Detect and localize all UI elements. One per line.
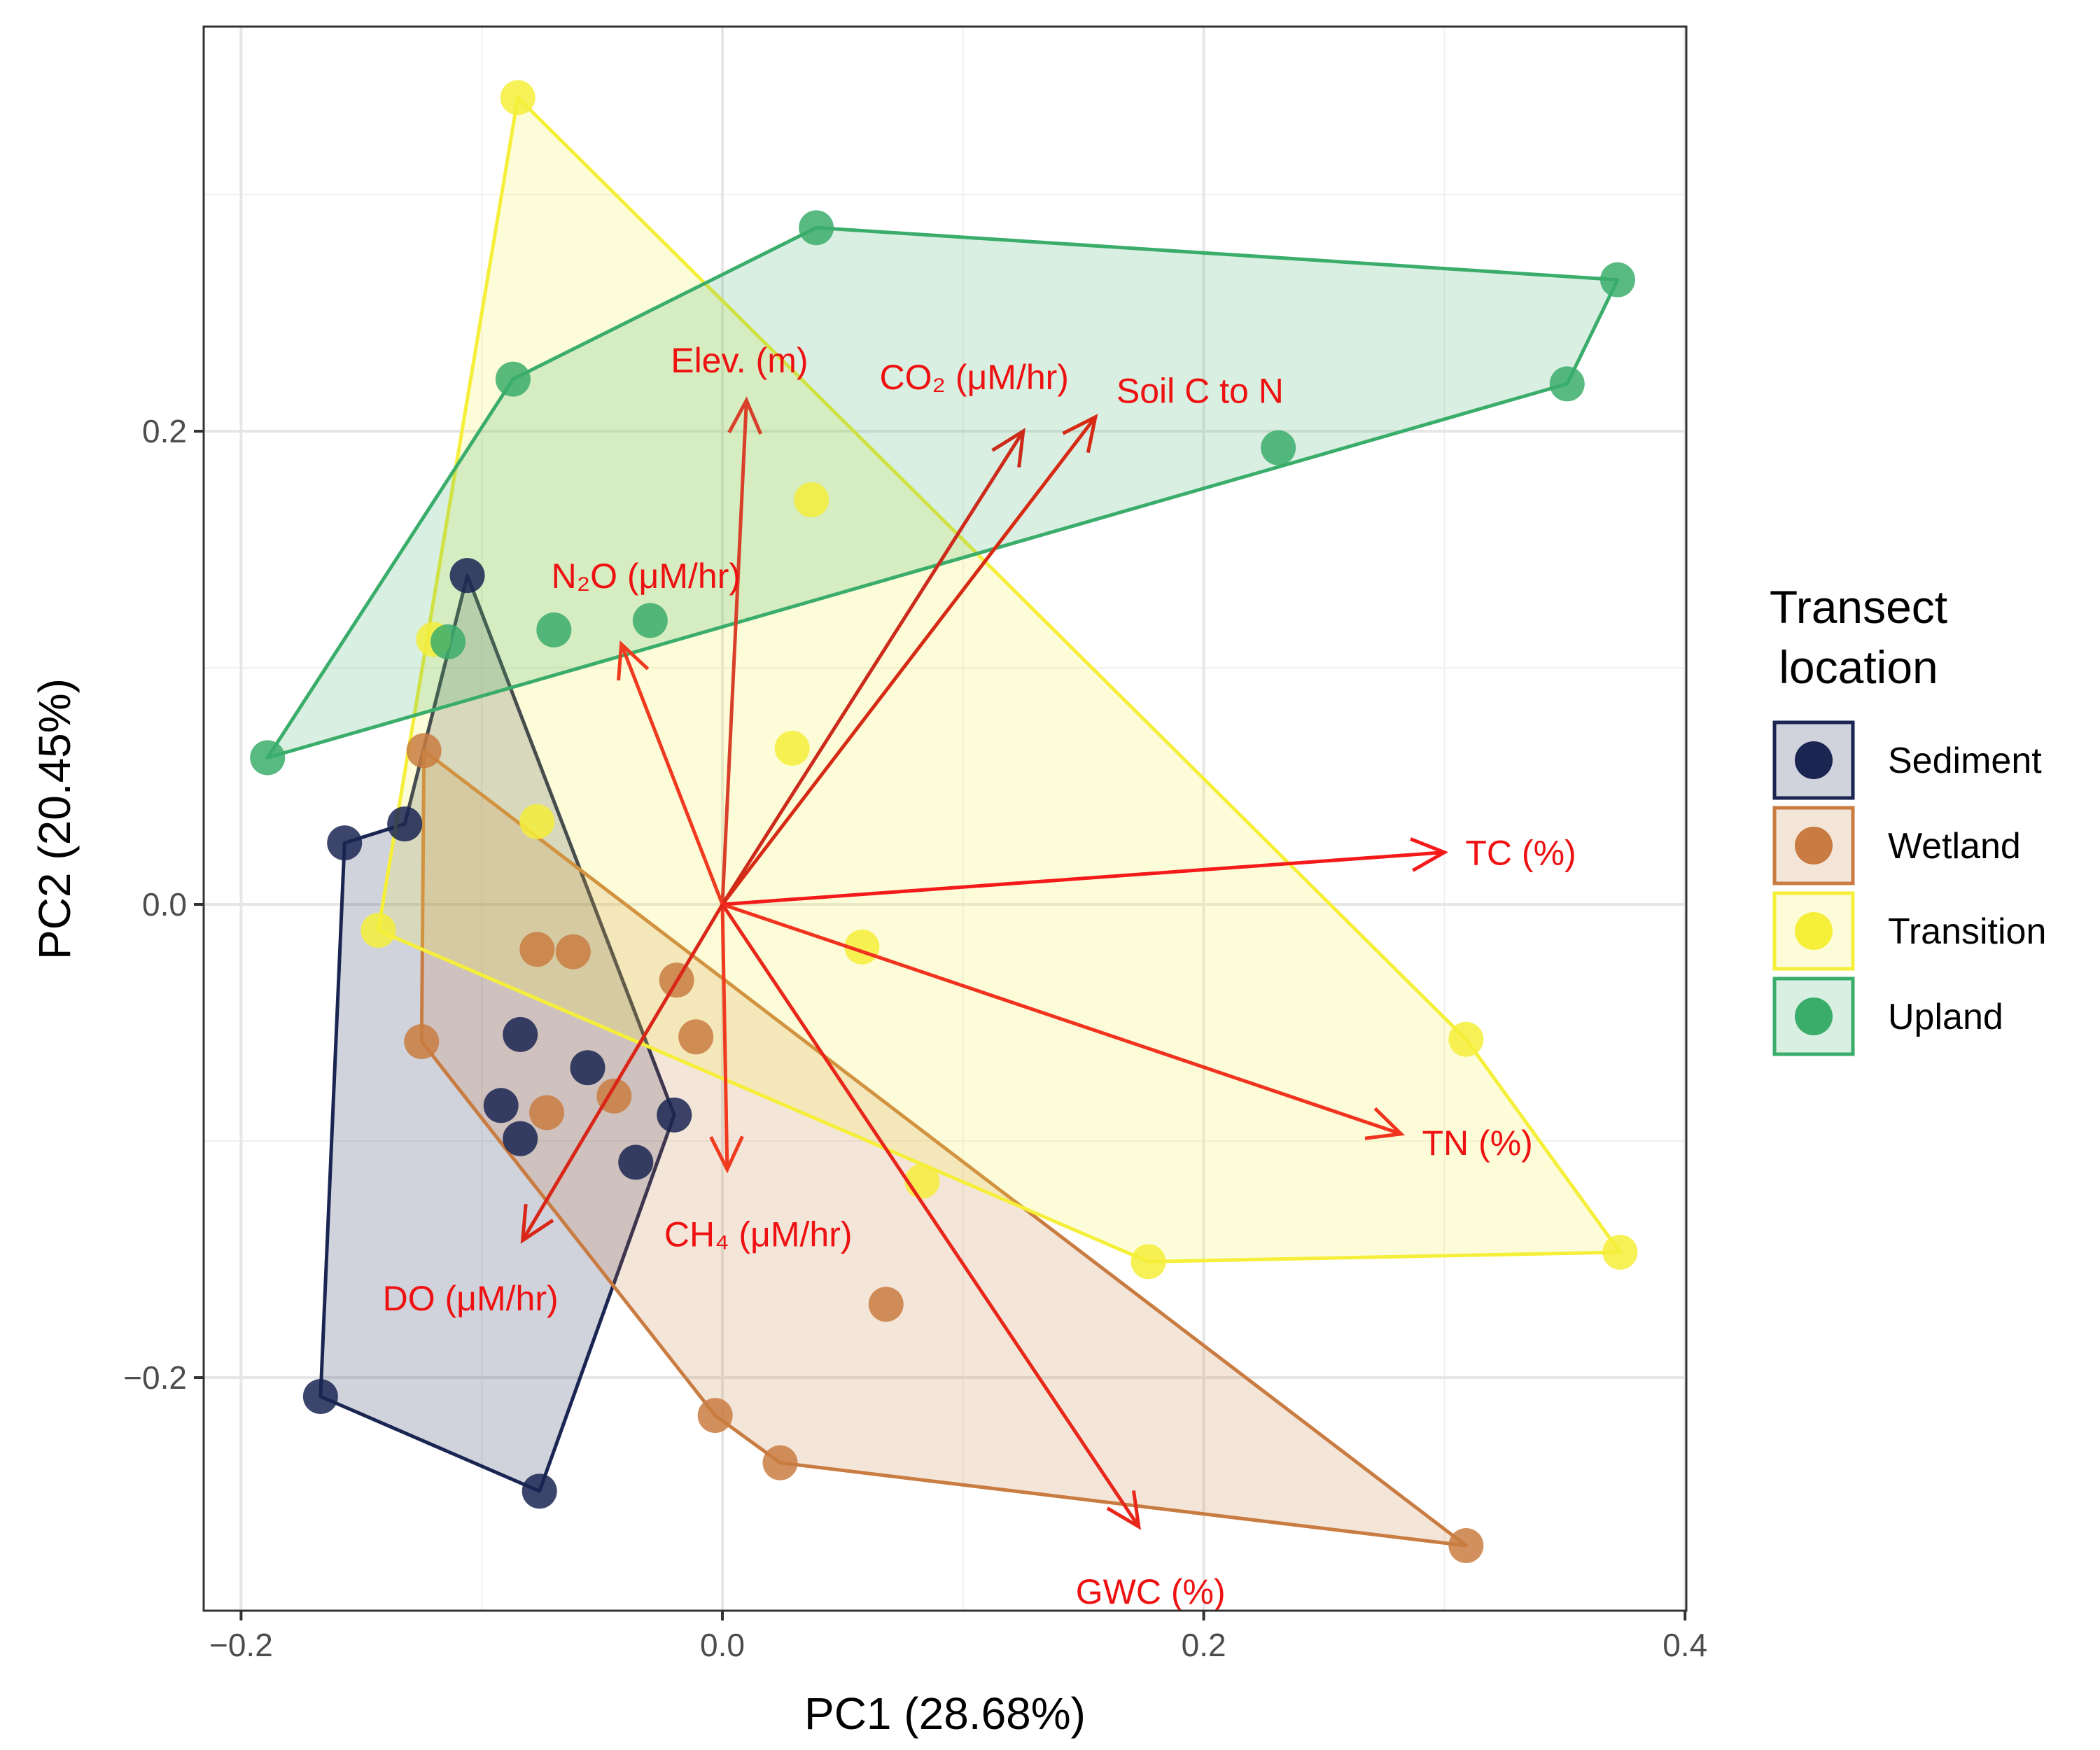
loading-label: TN (%) [1422, 1124, 1533, 1163]
loading-arrow [722, 902, 1402, 1136]
point-wetland [519, 932, 555, 967]
point-transition [774, 730, 810, 766]
loading-label: Soil C to N [1116, 372, 1284, 411]
plot-panel [204, 27, 1686, 1611]
point-transition [794, 482, 830, 518]
x-tick-label: −0.2 [209, 1627, 273, 1663]
loading-arrow [620, 643, 724, 905]
point-upland [1261, 430, 1296, 465]
point-transition [1448, 1021, 1484, 1057]
loading-arrowhead [1062, 414, 1098, 454]
legend-title: Transect [1770, 581, 1947, 633]
loading-arrowhead [1410, 837, 1449, 872]
loading-arrow [721, 416, 1097, 906]
point-sediment [618, 1144, 654, 1180]
point-upland [799, 210, 834, 246]
legend-dot-transition [1795, 912, 1833, 950]
gridlines [204, 27, 1687, 1611]
point-wetland [555, 934, 591, 969]
point-upland [430, 624, 466, 659]
y-tick-label: 0.0 [142, 886, 187, 923]
hull-upland [265, 225, 1620, 760]
legend-dot-wetland [1795, 827, 1833, 864]
point-upland [1600, 262, 1635, 298]
point-transition [500, 80, 536, 115]
point-sediment [302, 1379, 338, 1415]
point-sediment [570, 1050, 606, 1086]
point-sediment [657, 1097, 692, 1133]
legend-label-transition: Transition [1888, 911, 2046, 952]
point-wetland [697, 1398, 733, 1434]
data-points [250, 80, 1638, 1563]
point-wetland [404, 1024, 440, 1060]
point-sediment [483, 1088, 519, 1124]
loading-label: GWC (%) [1076, 1572, 1226, 1611]
loading-arrowhead [709, 1135, 744, 1174]
point-upland [495, 361, 531, 397]
point-wetland [596, 1078, 632, 1114]
legend-label-wetland: Wetland [1888, 826, 2021, 867]
x-tick-label: 0.4 [1662, 1627, 1707, 1663]
loading-label: DO (μM/hr) [383, 1279, 559, 1318]
loading-arrowhead [1106, 1490, 1141, 1530]
hull-wetland [419, 748, 1468, 1548]
point-upland [1549, 366, 1585, 402]
legend-key-transition [1772, 891, 1855, 971]
point-wetland [762, 1445, 798, 1480]
loading-label: CH₄ (μM/hr) [664, 1215, 853, 1254]
point-upland [250, 740, 286, 776]
point-sediment [449, 558, 485, 594]
loading-arrow [521, 903, 724, 1242]
point-wetland [406, 733, 442, 769]
point-wetland [529, 1095, 565, 1130]
loading-label: TC (%) [1465, 834, 1576, 873]
loading-arrow [720, 903, 1140, 1528]
loading-arrowhead [617, 640, 650, 681]
point-sediment [327, 825, 363, 861]
point-transition [519, 804, 555, 839]
point-wetland [1448, 1527, 1484, 1563]
point-transition [1130, 1244, 1166, 1280]
legend-dot-upland [1795, 997, 1833, 1035]
x-tick-label: 0.2 [1182, 1627, 1226, 1663]
y-axis-title: PC2 (20.45%) [29, 678, 80, 960]
point-sediment [387, 806, 423, 842]
loading-arrowhead [520, 1203, 554, 1244]
loading-arrow [720, 400, 748, 905]
legend: Transect location Sediment Wetland Transitio… [1770, 581, 2046, 1056]
point-wetland [868, 1287, 904, 1322]
loading-arrowhead [1364, 1107, 1405, 1140]
point-wetland [678, 1019, 714, 1055]
point-sediment [503, 1016, 538, 1052]
point-transition [1602, 1234, 1638, 1270]
y-tick-label: −0.2 [123, 1359, 187, 1396]
legend-dot-sediment [1795, 741, 1833, 779]
loading-arrow [720, 904, 729, 1170]
point-upland [632, 603, 668, 638]
legend-title: location [1779, 641, 1938, 693]
plot-border [202, 25, 1688, 1612]
y-tick-label: 0.2 [142, 413, 187, 449]
point-transition [360, 913, 396, 948]
legend-label-upland: Upland [1888, 997, 2003, 1037]
loading-arrowhead [991, 428, 1026, 468]
loading-label: Elev. (m) [671, 341, 808, 380]
axis-ticks: −0.2 0.0 0.2 0.4 −0.2 0.0 0.2 [123, 413, 1707, 1663]
loading-arrow [722, 850, 1445, 906]
point-transition [904, 1163, 940, 1199]
loading-arrow [720, 430, 1025, 906]
point-upland [536, 612, 572, 648]
x-axis-title: PC1 (28.68%) [804, 1688, 1086, 1739]
x-tick-label: 0.0 [700, 1627, 745, 1663]
point-sediment [503, 1121, 538, 1156]
loading-label: CO₂ (μM/hr) [880, 358, 1069, 397]
loading-arrowhead [727, 396, 762, 435]
point-sediment [522, 1474, 557, 1509]
legend-label-sediment: Sediment [1888, 741, 2042, 781]
loading-label: N₂O (μM/hr) [552, 556, 741, 596]
loading-arrows: Elev. (m) CO₂ (μM/hr) Soil C to N N₂O (μM/h… [383, 341, 1576, 1611]
